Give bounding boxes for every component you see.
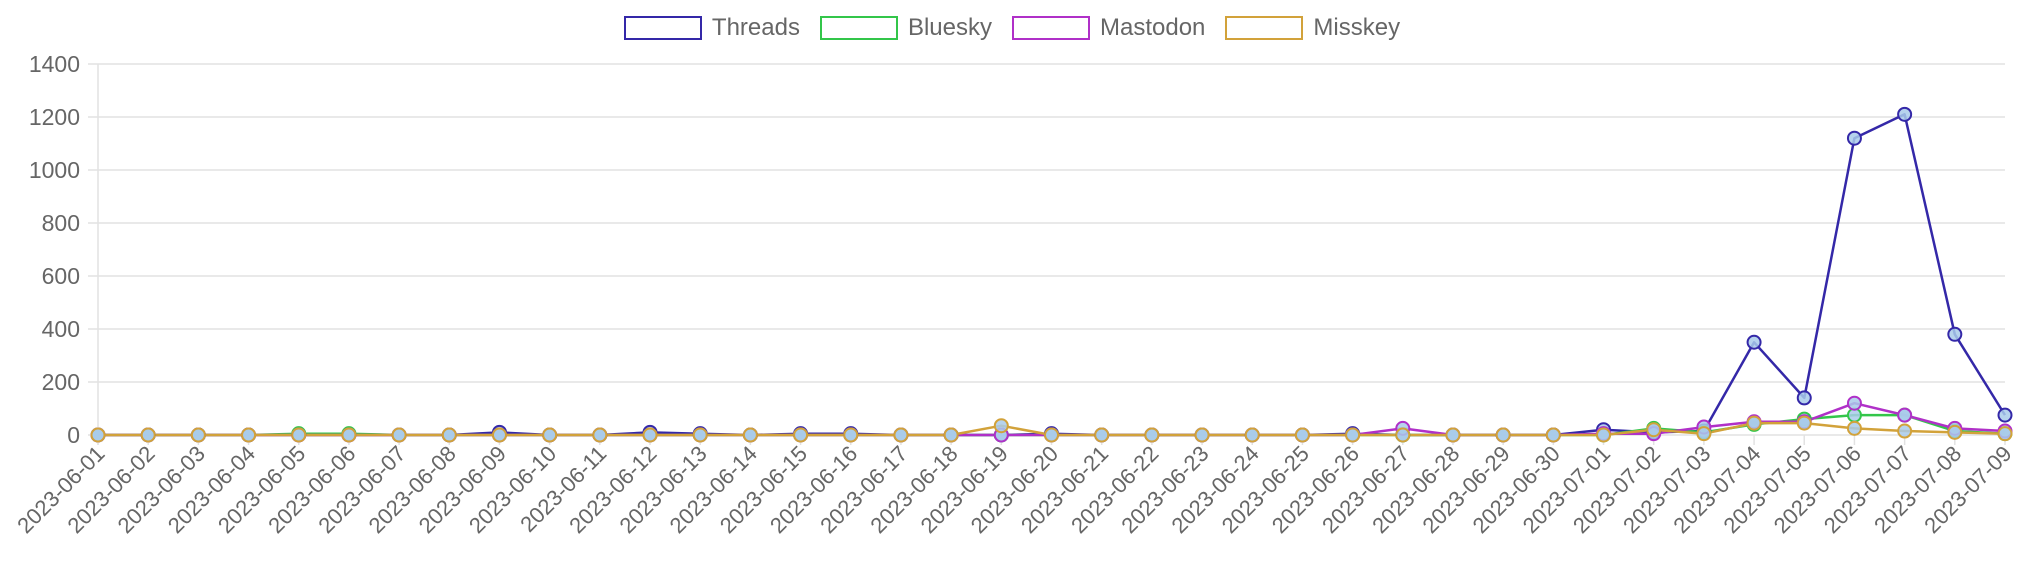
data-point-misskey [742, 427, 758, 443]
data-point-misskey [1194, 427, 1210, 443]
data-point-misskey [241, 427, 257, 443]
data-point-misskey [1696, 426, 1712, 442]
legend-item-threads[interactable]: Threads [623, 14, 800, 42]
legend-label: Threads [711, 14, 800, 41]
data-point-misskey [1596, 427, 1612, 443]
data-point-misskey [1746, 415, 1762, 431]
data-point-misskey [1796, 415, 1812, 431]
y-tick-label: 1400 [29, 51, 80, 77]
data-point-misskey [1997, 426, 2013, 442]
legend-item-misskey[interactable]: Misskey [1225, 14, 1400, 42]
data-point-misskey [341, 427, 357, 443]
data-point-misskey [542, 427, 558, 443]
data-point-misskey [1646, 422, 1662, 438]
data-point-misskey [441, 427, 457, 443]
data-point-misskey [843, 427, 859, 443]
legend-item-bluesky[interactable]: Bluesky [819, 14, 992, 42]
data-point-threads [1997, 407, 2013, 423]
y-tick-label: 0 [67, 422, 80, 448]
data-point-misskey [1846, 420, 1862, 436]
data-point-misskey [1094, 427, 1110, 443]
legend-swatch [1225, 16, 1304, 40]
data-point-misskey [140, 427, 156, 443]
series-line-threads [98, 113, 2007, 437]
data-point-misskey [592, 427, 608, 443]
data-point-misskey [1345, 427, 1361, 443]
y-tick-label: 1000 [29, 157, 80, 183]
data-point-misskey [1947, 424, 1963, 440]
data-point-threads [1746, 334, 1762, 350]
data-point-misskey [90, 427, 106, 443]
data-point-misskey [893, 427, 909, 443]
data-point-misskey [291, 427, 307, 443]
legend-swatch [623, 16, 702, 40]
data-point-mastodon [1846, 395, 1862, 411]
data-point-misskey [1044, 427, 1059, 443]
data-point-threads [1897, 106, 1913, 122]
data-point-misskey [642, 427, 658, 443]
data-point-misskey [1495, 427, 1511, 443]
y-tick-label: 800 [42, 210, 80, 236]
legend-swatch [1012, 16, 1090, 40]
data-point-misskey [993, 418, 1009, 434]
data-point-misskey [190, 427, 206, 443]
y-tick-label: 1200 [29, 104, 80, 130]
legend-swatch [819, 16, 898, 40]
data-point-misskey [1445, 427, 1461, 443]
data-point-threads [1947, 326, 1963, 342]
data-point-misskey [793, 427, 809, 443]
data-point-misskey [1395, 427, 1411, 443]
y-tick-label: 600 [42, 263, 80, 289]
legend-label: Misskey [1313, 14, 1401, 41]
data-point-threads [1796, 390, 1812, 406]
legend-label: Mastodon [1100, 14, 1206, 41]
data-point-misskey [1244, 427, 1260, 443]
data-point-misskey [491, 427, 507, 443]
y-tick-label: 400 [42, 316, 80, 342]
legend: Threads Bluesky Mastodon Misskey [0, 14, 2024, 42]
data-point-misskey [1897, 423, 1913, 439]
data-point-mastodon [1897, 407, 1913, 423]
data-point-misskey [1144, 427, 1160, 443]
legend-label: Bluesky [907, 14, 992, 41]
legend-item-mastodon[interactable]: Mastodon [1012, 14, 1205, 42]
data-point-misskey [391, 427, 407, 443]
data-point-misskey [1545, 427, 1561, 443]
y-tick-label: 200 [42, 369, 80, 395]
data-point-misskey [1294, 427, 1310, 443]
data-point-threads [1846, 130, 1862, 146]
data-point-misskey [692, 427, 708, 443]
data-point-misskey [943, 427, 959, 443]
